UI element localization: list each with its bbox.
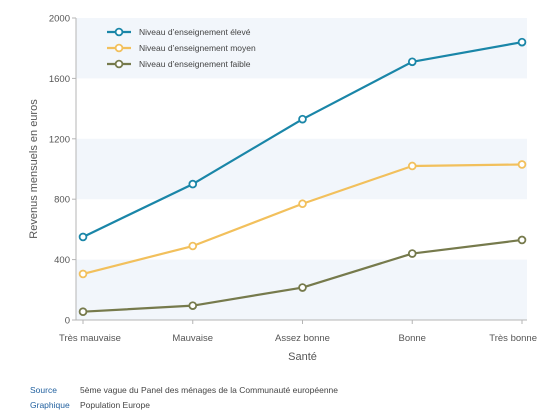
legend-swatch-marker (114, 59, 124, 69)
y-axis-title: Revenus mensuels en euros (28, 99, 40, 239)
series-group (78, 37, 527, 316)
graphic-label: Graphique (30, 400, 70, 410)
source-text: 5ème vague du Panel des ménages de la Co… (80, 385, 339, 395)
data-point-2 (78, 307, 88, 316)
y-tick-label: 800 (54, 195, 70, 206)
data-point-2 (298, 283, 307, 292)
line-chart: 0 400 800 1200 1600 2000 Très mauvaise Mauvais… (28, 14, 537, 364)
data-point-1 (188, 241, 198, 251)
x-tick-label: Très mauvaise (59, 333, 121, 344)
y-axis: 0 400 800 1200 1600 2000 (49, 14, 77, 327)
grid-band (76, 138, 527, 200)
data-point-0 (407, 57, 417, 67)
legend-label: Niveau d’enseignement faible (139, 59, 251, 69)
legend-swatch-marker (114, 43, 124, 53)
x-tick-label: Très bonne (489, 333, 537, 344)
y-tick-label: 400 (54, 255, 70, 266)
data-point-2 (407, 249, 417, 258)
x-tick-label: Assez bonne (275, 333, 330, 344)
source-note: Source 5ème vague du Panel des ménages de… (30, 385, 338, 395)
data-point-2 (517, 235, 527, 245)
legend-label: Niveau d’enseignement moyen (139, 43, 256, 53)
source-label: Source (30, 385, 57, 395)
grid-band (76, 18, 527, 79)
legend-label: Niveau d’enseignement élevé (139, 27, 251, 37)
x-axis-title: Santé (288, 351, 317, 363)
data-point-2 (188, 301, 198, 310)
legend: Niveau d’enseignement élevé Niveau d’ense… (107, 27, 256, 69)
data-point-0 (188, 179, 198, 189)
y-tick-label: 1600 (49, 74, 70, 85)
x-tick-label: Mauvaise (172, 333, 213, 344)
data-point-1 (78, 269, 88, 279)
y-tick-label: 1200 (49, 134, 70, 145)
grid-bands (76, 18, 527, 320)
graphic-text: Population Europe (80, 400, 150, 410)
y-tick-label: 2000 (49, 14, 70, 25)
graphic-note: Graphique Population Europe (30, 400, 150, 410)
legend-swatch-marker (114, 27, 124, 37)
y-tick-label: 0 (65, 316, 70, 327)
x-tick-label: Bonne (399, 333, 426, 344)
data-point-0 (78, 232, 88, 242)
x-axis: Très mauvaise Mauvaise Assez bonne Bonne Trè… (59, 319, 537, 344)
data-point-0 (517, 37, 527, 47)
data-point-1 (407, 161, 417, 171)
data-point-1 (298, 199, 307, 209)
data-point-0 (298, 114, 307, 124)
data-point-1 (517, 160, 527, 169)
